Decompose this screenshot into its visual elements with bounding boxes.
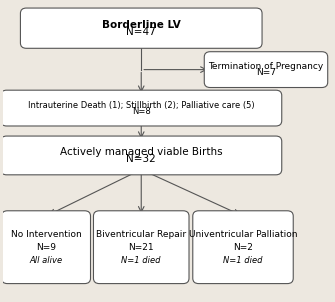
Text: N=47: N=47 [126,27,156,37]
FancyBboxPatch shape [204,52,328,88]
Text: N=1 died: N=1 died [122,256,161,265]
FancyBboxPatch shape [193,211,293,284]
FancyBboxPatch shape [2,211,90,284]
Text: N=2: N=2 [233,243,253,252]
Text: Borderline LV: Borderline LV [102,20,181,30]
Text: N=8: N=8 [132,107,151,116]
FancyBboxPatch shape [20,8,262,48]
FancyBboxPatch shape [1,90,282,126]
FancyBboxPatch shape [93,211,189,284]
Text: N=1 died: N=1 died [223,256,263,265]
Text: N=9: N=9 [36,243,56,252]
Text: All alive: All alive [29,256,63,265]
Text: N=21: N=21 [128,243,154,252]
Text: Termination of Pregnancy: Termination of Pregnancy [208,62,324,71]
FancyBboxPatch shape [1,136,282,175]
Text: Biventricular Repair: Biventricular Repair [96,230,186,239]
Text: Univentricular Palliation: Univentricular Palliation [189,230,297,239]
Text: N=7: N=7 [256,68,276,77]
Text: N=32: N=32 [126,154,156,164]
Text: Actively managed viable Births: Actively managed viable Births [60,147,222,157]
Text: Intrauterine Death (1); Stillbirth (2); Palliative care (5): Intrauterine Death (1); Stillbirth (2); … [28,101,255,110]
Text: No Intervention: No Intervention [11,230,81,239]
